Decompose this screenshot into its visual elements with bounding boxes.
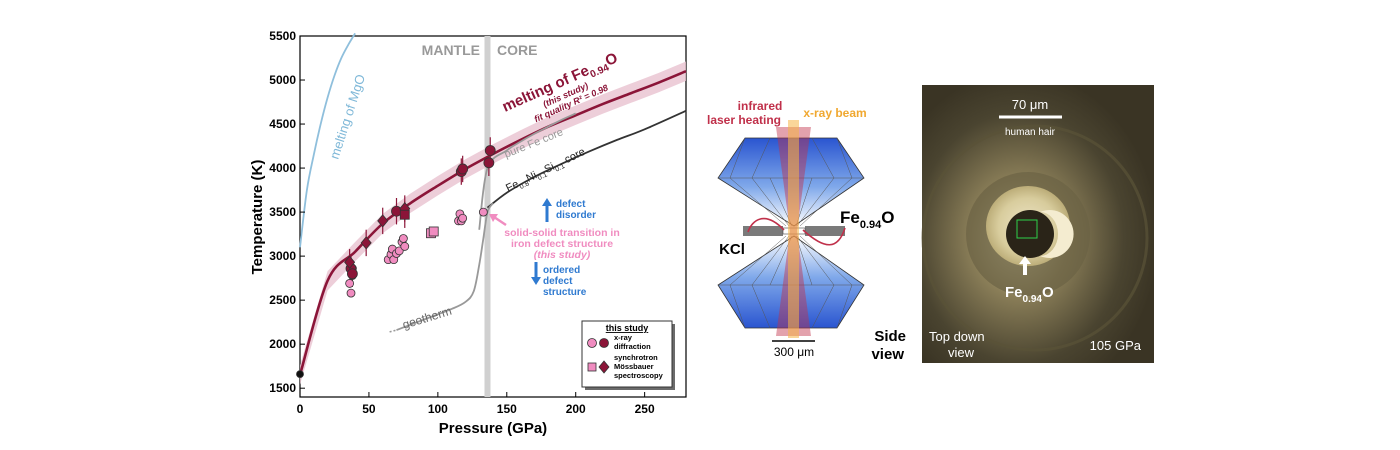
x-tick-label: 100 [428, 402, 448, 416]
y-tick-label: 3500 [269, 205, 296, 219]
legend-marker-xrd-solid [587, 338, 597, 348]
core-label: CORE [497, 42, 537, 58]
scale-label: 300 μm [774, 345, 814, 359]
kcl-label: KCl [719, 241, 745, 258]
curve-melting-of-mgo [299, 32, 356, 248]
y-tick-label: 4000 [269, 161, 296, 175]
kcl-pointer [747, 217, 785, 233]
defect-disorder-1: defect [556, 199, 586, 210]
data-point [345, 279, 355, 288]
y-tick-label: 2500 [269, 293, 296, 307]
y-tick-label: 5500 [269, 29, 296, 43]
crescent [1040, 210, 1074, 259]
transition-text-2: iron defect structure [511, 238, 613, 250]
legend-xrd-2: diffraction [614, 342, 651, 351]
legend-xrd-1: x-ray [614, 333, 633, 342]
x-tick-label: 250 [635, 402, 655, 416]
photo-sample-label: Fe0.94O [1005, 284, 1054, 305]
side-view-1: Side [874, 328, 906, 345]
data-point [360, 236, 372, 250]
x-tick-label: 200 [566, 402, 586, 416]
data-point [377, 214, 389, 228]
melting-fe-label: melting of Fe0.94O (this study) fit qual… [500, 49, 621, 124]
transition-text-1: solid-solid transition in [504, 227, 620, 239]
data-point [346, 268, 358, 280]
dark-sample [1006, 210, 1054, 258]
geotherm-extension [389, 329, 397, 333]
y-tick-label: 2000 [269, 337, 296, 351]
green-marker [1016, 219, 1038, 239]
diamond-anvil-cell-diagram: infrared laser heating x-ray beam Fe0.94… [707, 99, 906, 363]
data-point [399, 209, 410, 220]
data-point [484, 145, 496, 156]
legend-marker-xrd-molten [599, 338, 609, 348]
photo-view-1: Top down [929, 329, 985, 344]
ordered-1: ordered [543, 265, 580, 276]
core-mantle-boundary-band [484, 36, 491, 397]
legend-sms-2: Mössbauer [614, 362, 654, 371]
data-point [400, 242, 410, 251]
legend: this study x-ray diffraction synchrotron… [581, 320, 675, 390]
fit-uncertainty-band [300, 61, 686, 385]
photo-pressure-label: 105 GPa [1090, 338, 1142, 353]
gasket-hole-ring [921, 124, 1149, 352]
data-point [346, 288, 356, 298]
ordered-2: defect [543, 276, 573, 287]
side-view-2: view [871, 346, 904, 363]
y-axis-label: Temperature (K) [249, 160, 266, 275]
mantle-label: MANTLE [422, 42, 480, 58]
data-point [344, 255, 356, 269]
infrared-label-1: infrared [738, 99, 783, 113]
gasket-right [805, 226, 845, 236]
transition-arrowhead [489, 214, 498, 222]
data-points [296, 145, 496, 379]
y-tick-label: 3000 [269, 249, 296, 263]
y-tick-label: 5000 [269, 73, 296, 87]
photo-view-2: view [948, 345, 975, 360]
transition-arrow [493, 215, 507, 227]
ordered-3: structure [543, 287, 587, 298]
y-axis: 1500 2000 2500 3000 3500 4000 4500 5000 5500 [269, 29, 305, 395]
x-axis-label: Pressure (GPa) [439, 420, 547, 437]
legend-marker-sms-solid [587, 362, 597, 372]
x-axis: 0 50 100 150 200 250 [297, 392, 655, 416]
legend-marker-sms-molten [598, 360, 610, 374]
data-point [428, 226, 439, 237]
curve-geotherm [396, 202, 494, 331]
data-point [457, 163, 469, 175]
xray-label: x-ray beam [803, 106, 866, 120]
chart: MANTLE CORE 0 50 100 150 200 250 1500 2000 2500… [249, 29, 687, 437]
down-arrow-icon [531, 277, 541, 285]
data-point [478, 207, 488, 217]
up-arrow-icon [542, 198, 552, 206]
transition-text-3: (this study) [534, 249, 591, 261]
photo-arrow-icon [1019, 256, 1031, 264]
legend-title: this study [606, 323, 649, 333]
defect-disorder-2: disorder [556, 210, 596, 221]
y-tick-label: 4500 [269, 117, 296, 131]
sample-pointer [802, 227, 846, 246]
data-point [458, 213, 468, 223]
legend-sms-3: spectroscopy [614, 371, 664, 380]
x-tick-label: 150 [497, 402, 517, 416]
infrared-label-2: laser heating [707, 113, 781, 127]
photo-scale-label: 70 μm [1012, 97, 1048, 112]
data-point [296, 370, 304, 379]
photo-scale-note: human hair [1005, 127, 1056, 138]
curve-fe0-8ni0-1si0-1-core [486, 110, 687, 209]
data-point [398, 234, 408, 243]
xray-beam [788, 120, 799, 338]
x-tick-label: 0 [297, 402, 304, 416]
micrograph-photo: 70 μm human hair Fe0.94O Top down view 1… [921, 85, 1154, 363]
data-point [483, 157, 495, 169]
x-tick-label: 50 [362, 402, 376, 416]
y-tick-label: 1500 [269, 381, 296, 395]
sample-label: Fe0.94O [840, 208, 895, 231]
legend-sms-1: synchrotron [614, 353, 658, 362]
gasket-left [743, 226, 783, 236]
